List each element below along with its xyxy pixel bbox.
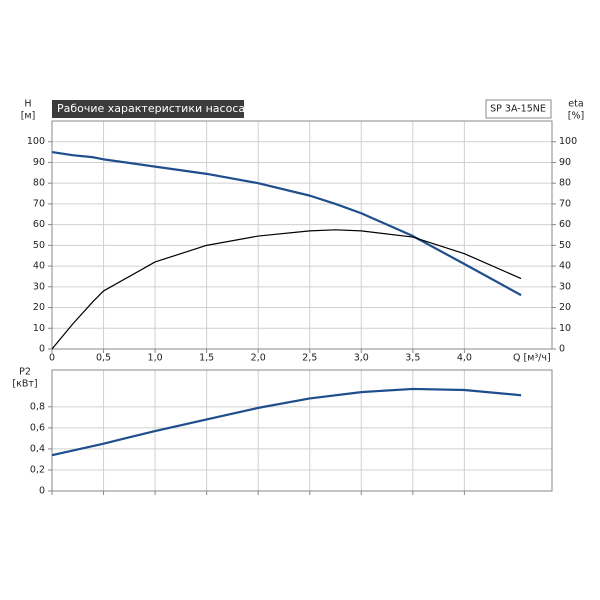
title-box <box>52 100 244 118</box>
plot-frame <box>51 120 553 350</box>
x-tick-label: 1,5 <box>199 353 214 364</box>
y-tick-label: 90 <box>33 157 45 168</box>
x-label: Q [м³/ч] <box>513 353 551 364</box>
model-label: SP 3A-15NE <box>490 104 546 115</box>
y-label: P2 <box>19 367 31 378</box>
y2-tick-label: 60 <box>559 219 571 230</box>
y-tick-label: 0,2 <box>30 464 45 475</box>
y2-tick-label: 30 <box>559 281 571 292</box>
plot-frame <box>51 369 553 492</box>
y-tick-label: 20 <box>33 302 45 313</box>
x-tick-label: 0 <box>49 353 55 364</box>
y2-tick-label: 90 <box>559 157 571 168</box>
y2-label: eta <box>568 99 583 110</box>
x-tick-label: 1,0 <box>148 353 163 364</box>
y-tick-label: 70 <box>33 198 45 209</box>
y-tick-label: 100 <box>27 136 45 147</box>
y-label: H <box>24 99 31 110</box>
y-unit: [кВт] <box>12 379 37 390</box>
x-tick-label: 2,0 <box>251 353 266 364</box>
y2-tick-label: 20 <box>559 302 571 313</box>
x-tick-label: 3,0 <box>354 353 369 364</box>
chart-title: Рабочие характеристики насоса <box>57 102 245 115</box>
y2-tick-label: 10 <box>559 323 571 334</box>
y2-tick-label: 70 <box>559 198 571 209</box>
y-tick-label: 60 <box>33 219 45 230</box>
series-line <box>51 229 522 350</box>
y2-tick-label: 80 <box>559 178 571 189</box>
y-tick-label: 0 <box>39 486 45 497</box>
y-tick-label: 0,8 <box>30 401 45 412</box>
x-tick-label: 3,5 <box>405 353 420 364</box>
x-tick-label: 2,5 <box>302 353 317 364</box>
x-tick-label: 0,5 <box>96 353 111 364</box>
y-tick-label: 0,6 <box>30 422 45 433</box>
y-unit: [м] <box>21 111 36 122</box>
model-box <box>485 99 552 119</box>
series-line <box>51 151 522 297</box>
y2-unit: [%] <box>568 111 584 122</box>
y-tick-label: 0,4 <box>30 443 45 454</box>
y-tick-label: 50 <box>33 240 45 251</box>
y-tick-label: 10 <box>33 323 45 334</box>
y2-tick-label: 50 <box>559 240 571 251</box>
y2-tick-label: 100 <box>559 136 577 147</box>
y-tick-label: 80 <box>33 178 45 189</box>
y2-tick-label: 40 <box>559 261 571 272</box>
y-tick-label: 0 <box>39 344 45 355</box>
series-line <box>51 387 522 457</box>
y-tick-label: 30 <box>33 281 45 292</box>
y2-tick-label: 0 <box>559 344 565 355</box>
x-tick-label: 4,0 <box>457 353 472 364</box>
y-tick-label: 40 <box>33 261 45 272</box>
